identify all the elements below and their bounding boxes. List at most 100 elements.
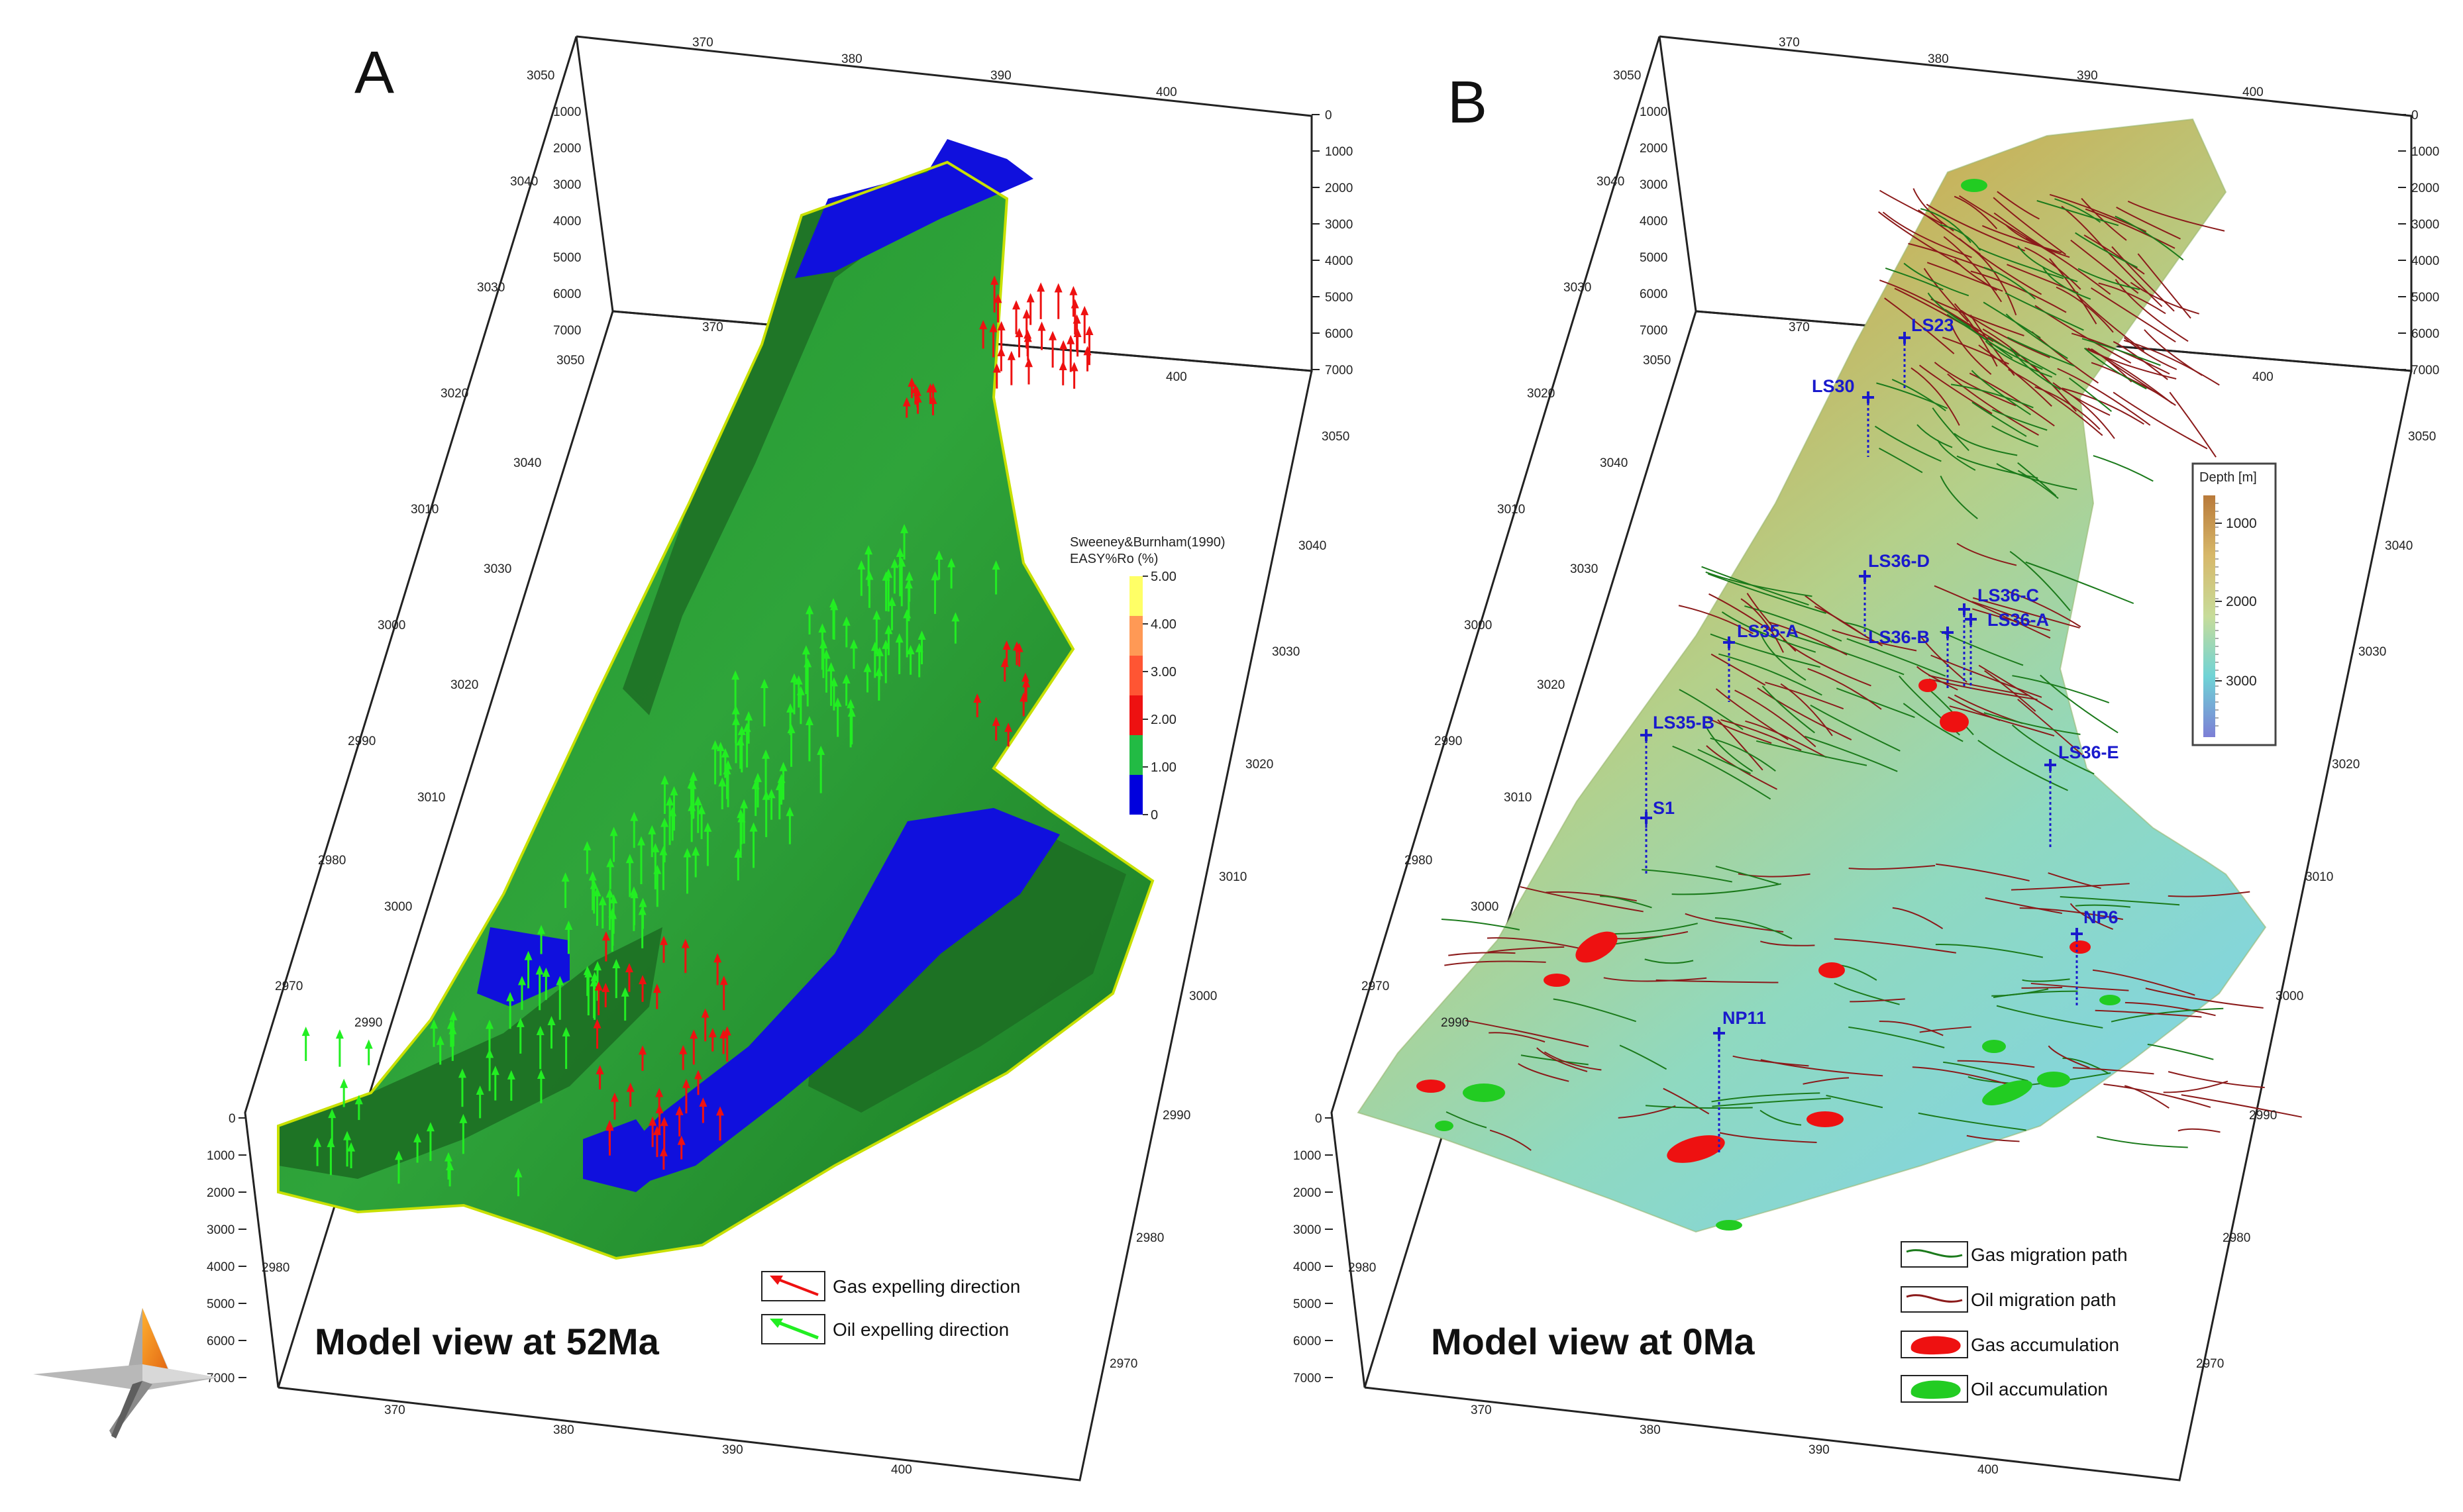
- gas-accumulation: [1667, 1135, 1725, 1163]
- colorbar-b-ticks: 1000 2000 3000: [2215, 503, 2257, 727]
- oil-expelling-arrow-head: [609, 827, 618, 836]
- oil-expelling-arrow-head: [413, 1133, 422, 1142]
- oil-accumulation: [2037, 1072, 2070, 1087]
- oil-expelling-arrow-head: [863, 662, 872, 672]
- gas-expelling-arrow-head: [979, 320, 988, 330]
- oil-expelling-arrow-head: [328, 1109, 337, 1119]
- gas-migration-path: [2115, 215, 2184, 261]
- panel-b-letter: B: [1447, 70, 1487, 136]
- gas-expelling-arrow-head: [681, 938, 690, 948]
- migration-path: [1715, 866, 1779, 885]
- migration-path: [1803, 1077, 1850, 1085]
- oil-expelling-arrow-head: [796, 685, 805, 695]
- axis-top-inner-tick-label: 400: [1166, 370, 1187, 384]
- gas-migration-path: [1710, 653, 1766, 686]
- axis-left-tick-label: 3040: [510, 175, 538, 189]
- gas-migration-path: [1996, 463, 2077, 491]
- axis-right-tick-label: 3030: [1272, 645, 1300, 659]
- gas-expelling-arrow-head: [719, 1029, 728, 1038]
- oil-expelling-arrow-head: [698, 805, 706, 815]
- gas-migration-path: [1928, 674, 2028, 696]
- axis-depth-tick-label: 4000: [1293, 1260, 1321, 1274]
- oil-expelling-arrow-head: [430, 1019, 439, 1029]
- oil-migration-path: [1678, 605, 1754, 634]
- axis-depth-tick-label: 4000: [1640, 215, 1667, 228]
- gas-migration-path: [2011, 724, 2095, 775]
- oil-accumulation: [1982, 1040, 2006, 1053]
- oil-expelling-arrow-head: [694, 796, 702, 806]
- oil-expelling-arrow-head: [935, 550, 943, 560]
- well-label: LS36-E: [2058, 742, 2119, 762]
- gas-migration-path: [1885, 268, 1944, 291]
- colorbar-a-swatches: [1129, 576, 1143, 815]
- oil-expelling-arrow-head: [777, 774, 786, 783]
- gas-migration-path: [2068, 378, 2113, 413]
- panel-b-migration-paths: [1441, 188, 2302, 1151]
- gas-expelling-arrow-head: [929, 383, 937, 393]
- axis-left-inner-tick-label: 3030: [484, 562, 511, 576]
- oil-migration-path: [1954, 195, 1998, 230]
- oil-expelling-arrow-head: [507, 1070, 515, 1080]
- oil-expelling-arrow-head: [313, 1137, 322, 1147]
- gas-migration-path: [1937, 439, 1976, 471]
- oil-expelling-arrow-head: [562, 1027, 570, 1036]
- oil-migration-path: [1918, 633, 1967, 683]
- oil-expelling-arrow-head: [829, 677, 838, 687]
- compass-icon: [33, 1308, 219, 1438]
- oil-expelling-arrow-head: [301, 1027, 310, 1036]
- oil-migration-path: [1878, 211, 1961, 266]
- migration-path: [2163, 1080, 2228, 1093]
- gas-expelling-arrow-head: [660, 1117, 668, 1127]
- panel-a-letter: A: [354, 40, 394, 106]
- migration-path: [2072, 1067, 2154, 1075]
- axis-depth-tick-label: 4000: [207, 1260, 235, 1274]
- gas-expelling-arrow-head: [1085, 325, 1094, 335]
- axis-top-tick-label: 390: [990, 69, 1012, 83]
- gas-migration-path: [1836, 687, 1915, 719]
- oil-expelling-arrow-head: [594, 961, 602, 971]
- oil-accumulation: [1435, 1121, 1453, 1131]
- axis-depth-tick-label: 7000: [1325, 364, 1353, 378]
- gas-accumulation: [1575, 931, 1618, 963]
- oil-expelling-arrow-head: [605, 888, 614, 898]
- oil-expelling-arrow-head: [882, 571, 890, 581]
- gas-migration-path: [1916, 424, 1953, 448]
- gas-expelling-arrow-head: [997, 346, 1006, 356]
- axis-left-inner-tick-label: 3050: [1643, 354, 1671, 368]
- gas-expelling-arrow-head: [902, 397, 911, 407]
- gas-migration-path: [1983, 301, 2041, 338]
- green-line-icon: [1906, 1249, 1963, 1258]
- migration-path: [1850, 998, 1905, 1003]
- oil-migration-path: [1832, 629, 1917, 652]
- red-line-icon: [1906, 1294, 1963, 1303]
- gas-expelling-label: Gas expelling direction: [833, 1276, 1020, 1297]
- oil-expelling-arrow-head: [749, 822, 758, 832]
- oil-expelling-arrow-head: [806, 605, 814, 615]
- oil-expelling-arrow-head: [888, 596, 896, 606]
- gas-expelling-arrow-head: [1070, 362, 1078, 372]
- migration-path: [1600, 895, 1652, 909]
- gas-expelling-arrow-head: [973, 693, 982, 703]
- oil-migration-path: [1981, 225, 2062, 254]
- axis-top-tick-label: 380: [841, 52, 863, 66]
- gas-expelling-arrow-head: [659, 935, 668, 945]
- axis-right-tick-label: 3030: [2358, 645, 2386, 659]
- panel-b-caption: Model view at 0Ma: [1431, 1321, 1755, 1362]
- migration-path: [1603, 977, 1707, 982]
- oil-expelling-arrow-head: [718, 777, 727, 787]
- oil-expelling-arrow-head: [606, 858, 615, 868]
- oil-expelling-arrow-head: [847, 707, 856, 717]
- oil-migration-path: [1969, 372, 2055, 427]
- gas-expelling-arrow-head: [653, 983, 661, 993]
- gas-expelling-arrow-head: [1083, 346, 1092, 356]
- oil-migration-path: [2169, 391, 2217, 458]
- axis-depth-tick-label: 4000: [2411, 254, 2439, 268]
- axis-left-tick-label: 3040: [1597, 175, 1624, 189]
- gas-migration-path: [2017, 699, 2083, 756]
- oil-expelling-arrow-head: [732, 715, 741, 725]
- gas-accumulation: [1544, 974, 1570, 987]
- axis-depth-tick-label: 0: [2411, 109, 2419, 123]
- panel-b-wells: LS23 LS30 LS36-D LS36-C LS35-A LS36-B LS36-A LS…: [1640, 315, 2119, 1152]
- colorbar-a-segment: [1129, 616, 1143, 656]
- panel-a-caption: Model view at 52Ma: [315, 1321, 660, 1362]
